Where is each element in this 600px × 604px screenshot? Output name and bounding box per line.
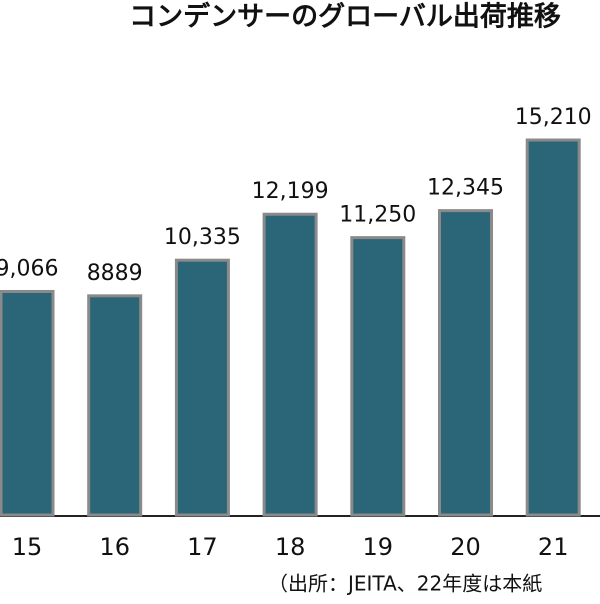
bar: [87, 294, 143, 517]
value-label: 11,250: [339, 203, 416, 228]
x-tick-label: 16: [99, 533, 130, 561]
bar: [525, 138, 581, 517]
x-tick-label: 18: [275, 533, 306, 561]
value-label: 10,335: [164, 225, 241, 250]
value-label: 8889: [87, 261, 143, 286]
value-label: 12,345: [427, 176, 504, 201]
value-label: 15,210: [515, 105, 592, 130]
x-tick-label: 21: [538, 533, 569, 561]
x-tick-label: 20: [450, 533, 481, 561]
x-tick-label: 15: [12, 533, 43, 561]
x-tick-label: 19: [363, 533, 394, 561]
x-tick-label: 17: [187, 533, 218, 561]
bar: [174, 258, 230, 517]
bar: [438, 209, 493, 517]
bar: [262, 212, 318, 517]
bar: [0, 289, 55, 517]
value-label: 12,199: [252, 179, 329, 204]
bar: [350, 236, 406, 517]
source-note: （出所：JEITA、22年度は本紙: [268, 572, 542, 596]
value-label: 9,066: [0, 256, 58, 281]
chart-title: コンデンサーのグローバル出荷推移: [129, 1, 561, 33]
